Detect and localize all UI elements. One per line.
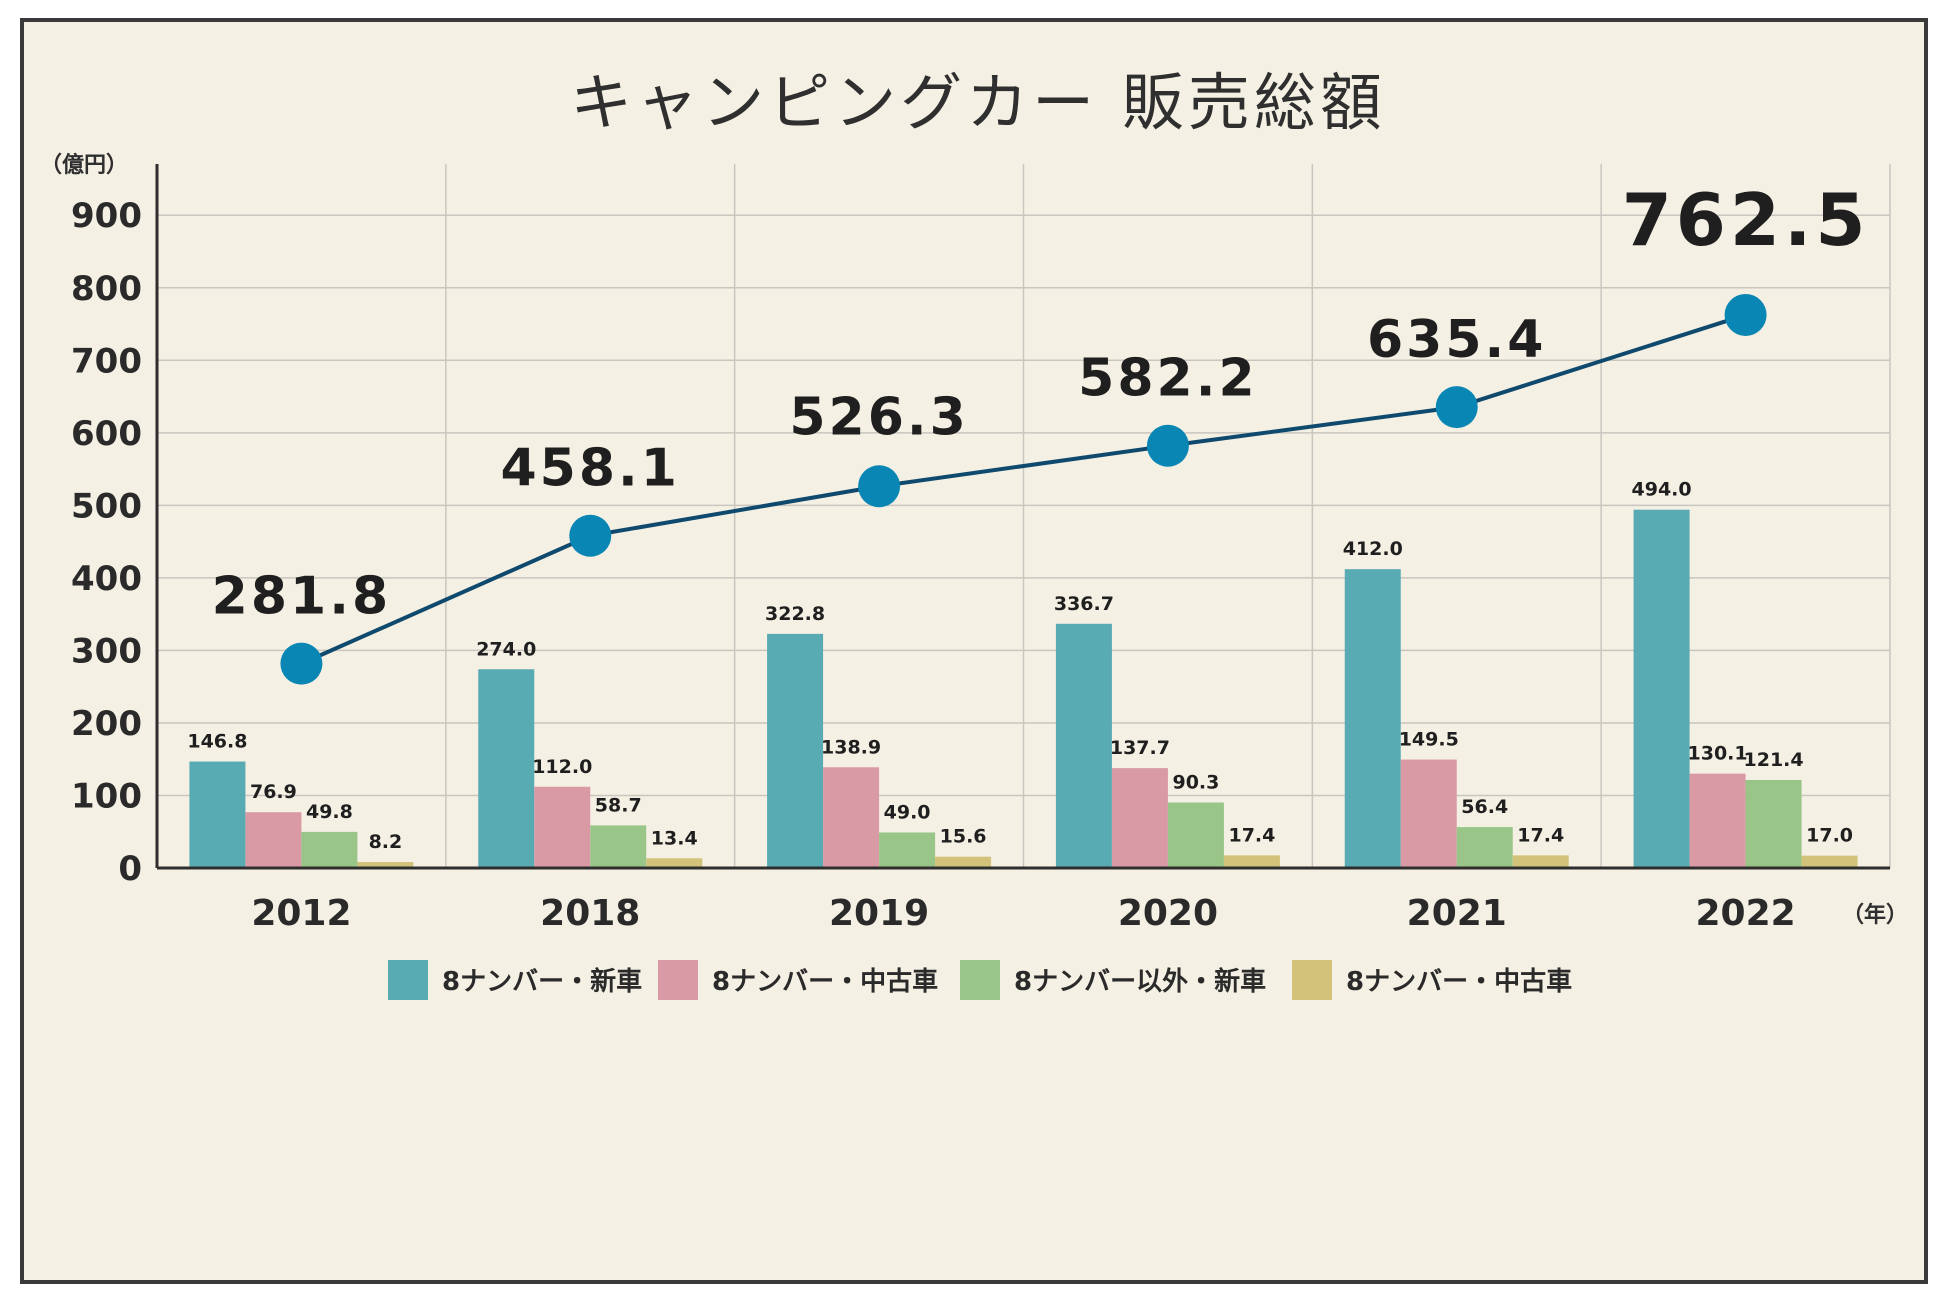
bar	[1400, 759, 1457, 868]
bar-value-label: 58.7	[595, 794, 642, 816]
bar-value-label: 130.1	[1688, 743, 1748, 765]
bar	[767, 633, 824, 868]
x-tick-label: 2018	[540, 893, 640, 934]
total-marker	[1146, 424, 1189, 467]
legend-label: 8ナンバー・新車	[442, 966, 642, 997]
chart-svg: キャンピングカー 販売総額 （億円） （年） 146.8 76.9 49.8 8.2 2…	[40, 66, 1908, 1000]
total-value-label: 635.4	[1367, 310, 1546, 370]
chart-frame: キャンピングカー 販売総額 （億円） （年） 146.8 76.9 49.8 8.2 2…	[20, 18, 1928, 1284]
bar	[823, 767, 880, 868]
bar-value-label: 17.0	[1806, 825, 1853, 847]
bar-value-label: 138.9	[821, 736, 881, 758]
bar-value-label: 412.0	[1343, 538, 1403, 560]
bar-value-label: 76.9	[250, 781, 297, 803]
bar-value-label: 149.5	[1399, 729, 1459, 751]
legend-swatch	[388, 960, 428, 1000]
y-tick-label: 500	[71, 486, 142, 526]
legend: 8ナンバー・新車 8ナンバー・中古車 8ナンバー以外・新車 8ナンバー・中古車	[388, 960, 1572, 1000]
bar-value-label: 56.4	[1461, 796, 1508, 818]
x-tick-label: 2020	[1118, 893, 1218, 934]
x-tick-labels: 2012 2018 2019 2020 2021 2022	[251, 893, 1795, 934]
total-marker	[280, 642, 323, 685]
legend-swatch	[960, 960, 1000, 1000]
x-tick-label: 2022	[1695, 893, 1795, 934]
total-line: 281.8 458.1 526.3 582.2 635.4 762.5	[212, 178, 1870, 685]
bar	[478, 669, 535, 868]
y-tick-label: 100	[71, 776, 142, 816]
y-tick-label: 200	[71, 704, 142, 744]
bar-value-label: 112.0	[532, 756, 592, 778]
legend-label: 8ナンバー・中古車	[712, 967, 938, 997]
bar	[357, 862, 414, 868]
total-marker	[858, 465, 901, 508]
bar-value-label: 494.0	[1632, 479, 1692, 501]
bar	[1456, 827, 1513, 868]
bar-value-label: 8.2	[369, 831, 403, 853]
y-tick-labels: 0 100 200 300 400 500 600 700 800 900	[71, 196, 142, 889]
bar-value-label: 336.7	[1054, 593, 1114, 615]
bar	[935, 856, 992, 868]
axes	[155, 164, 1890, 870]
bar	[189, 761, 246, 868]
bar	[245, 812, 302, 868]
legend-swatch	[658, 960, 698, 1000]
y-tick-label: 300	[71, 631, 142, 671]
bar-value-label: 49.8	[306, 801, 353, 823]
y-axis-unit: （億円）	[40, 152, 128, 178]
bar	[1344, 569, 1401, 868]
total-value-label: 526.3	[789, 387, 968, 447]
bar-value-label: 15.6	[940, 826, 987, 848]
legend-label: 8ナンバー以外・新車	[1014, 966, 1266, 997]
bar-value-label: 90.3	[1172, 772, 1219, 794]
bar	[301, 831, 358, 868]
bar-value-label: 146.8	[187, 731, 247, 753]
total-value-label: 582.2	[1078, 349, 1257, 409]
bar	[1689, 773, 1746, 868]
total-value-label: 281.8	[212, 567, 391, 627]
x-tick-label: 2019	[829, 893, 929, 934]
bar-value-label: 322.8	[765, 603, 825, 625]
total-value-label: 762.5	[1622, 178, 1870, 262]
bar-value-label: 121.4	[1744, 749, 1804, 771]
x-tick-label: 2021	[1407, 893, 1507, 934]
y-tick-label: 0	[118, 849, 142, 889]
x-axis-unit: （年）	[1842, 902, 1908, 928]
bar	[1055, 623, 1112, 868]
bar	[1223, 855, 1280, 868]
y-tick-label: 900	[71, 196, 142, 236]
bar-value-label: 13.4	[651, 827, 698, 849]
total-line-path	[300, 313, 1747, 666]
total-value-label: 458.1	[501, 439, 680, 499]
bar	[1111, 768, 1168, 868]
bar	[1512, 855, 1569, 868]
bar	[646, 858, 703, 868]
vertical-gridlines	[445, 164, 1891, 868]
y-tick-label: 400	[71, 559, 142, 599]
bar	[590, 825, 647, 868]
bar-value-label: 17.4	[1228, 824, 1275, 846]
x-tick-label: 2012	[251, 893, 351, 934]
bar-value-label: 17.4	[1517, 824, 1564, 846]
legend-label: 8ナンバー・中古車	[1346, 967, 1572, 997]
y-tick-label: 700	[71, 341, 142, 381]
total-marker	[1724, 293, 1767, 336]
bar	[879, 832, 936, 868]
bar	[1801, 855, 1858, 868]
chart-title: キャンピングカー 販売総額	[570, 66, 1386, 139]
bar	[1167, 802, 1224, 868]
total-marker	[1435, 386, 1478, 429]
bar	[1633, 509, 1690, 868]
bar	[534, 786, 591, 868]
bars: 146.8 76.9 49.8 8.2 274.0 112.058.7 13.4 322.8 1…	[187, 479, 1858, 868]
y-tick-label: 800	[71, 269, 142, 309]
bar-value-label: 137.7	[1110, 737, 1170, 759]
y-tick-label: 600	[71, 414, 142, 454]
legend-swatch	[1292, 960, 1332, 1000]
bar	[1745, 779, 1802, 868]
bar-value-label: 274.0	[476, 638, 536, 660]
bar-value-label: 49.0	[884, 801, 931, 823]
total-marker	[569, 514, 612, 557]
